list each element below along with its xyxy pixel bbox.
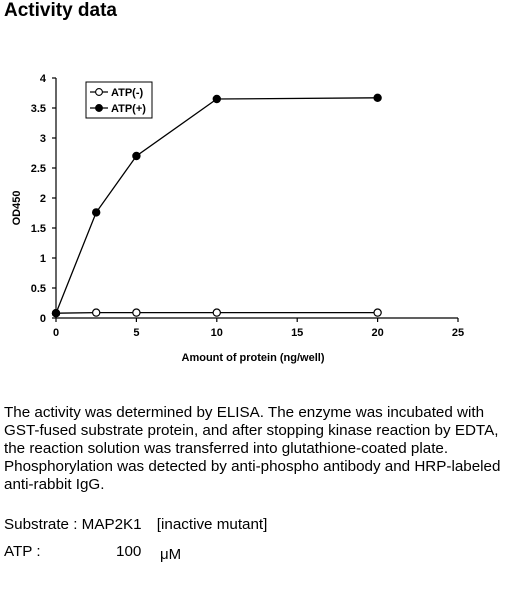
x-tick-label: 0: [53, 327, 59, 339]
filled-point: [91, 208, 101, 217]
chart-axes: 0 5 10 15 20 25 0 0.5 1 1.5 2 2.5 3 3.5 4: [31, 73, 464, 339]
legend-label: ATP(-): [111, 87, 144, 99]
y-tick-label: 0.5: [31, 283, 46, 295]
filled-point: [373, 93, 382, 103]
legend-marker: [95, 88, 103, 96]
y-tick-label: 4: [40, 73, 47, 85]
x-axis-label: Amount of protein (ng/well): [182, 352, 325, 364]
legend-box: [85, 81, 153, 119]
y-tick-label: 0: [40, 313, 46, 325]
legend-label: ATP(+): [111, 103, 146, 115]
y-axis-label: OD450: [11, 191, 23, 226]
chart-svg: 0 5 10 15 20 25 0 0.5 1 1.5 2 2.5 3 3.5 4 ATP(-) ATP(+)…: [11, 73, 464, 364]
atp-unit: μM: [160, 546, 182, 563]
chart-series: [51, 93, 382, 318]
y-tick-label: 1.5: [31, 223, 46, 235]
atp-line: ATP : 100 μM: [4, 543, 181, 611]
filled-point: [132, 151, 141, 161]
filled-point: [212, 94, 221, 104]
open-point: [91, 308, 101, 317]
chart-legend: ATP(-) ATP(+): [85, 81, 153, 119]
atp-label: ATP :: [4, 543, 41, 560]
x-tick-label: 5: [133, 327, 139, 339]
y-tick-label: 1: [40, 253, 46, 265]
series-line-2: [55, 97, 378, 314]
y-tick-label: 3.5: [31, 103, 46, 115]
x-tick-label: 15: [291, 327, 303, 339]
y-tick-label: 2: [40, 193, 46, 205]
x-tick-label: 20: [371, 327, 383, 339]
x-tick-label: 10: [211, 327, 223, 339]
substrate-line: Substrate : MAP2K1 [inactive mutant]: [4, 516, 268, 533]
activity-chart: 0 5 10 15 20 25 0 0.5 1 1.5 2 2.5 3 3.5 4 ATP(-) ATP(+)…: [0, 60, 522, 380]
page-title: Activity data: [4, 0, 117, 21]
open-point: [212, 308, 221, 317]
y-tick-label: 3: [40, 133, 46, 145]
y-tick-label: 2.5: [31, 163, 46, 175]
atp-value: 100: [116, 543, 142, 560]
filled-point: [51, 308, 61, 318]
legend-marker: [95, 104, 103, 112]
x-tick-label: 25: [452, 327, 464, 339]
open-point: [373, 308, 382, 317]
open-point: [132, 308, 141, 317]
description-text: The activity was determined by ELISA. Th…: [4, 404, 501, 493]
